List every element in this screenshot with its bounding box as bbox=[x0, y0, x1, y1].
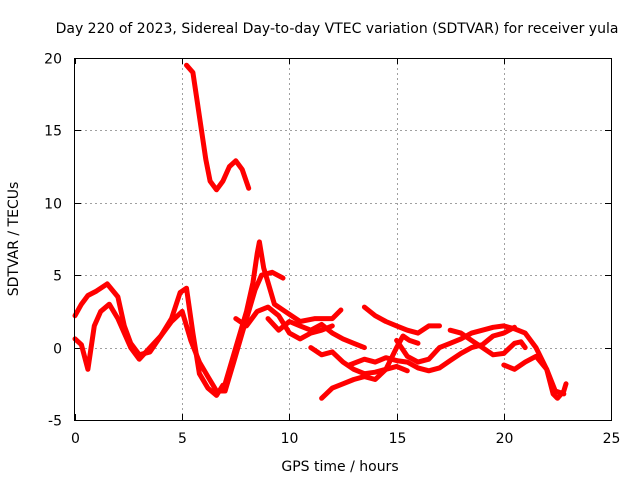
x-tick-label: 25 bbox=[603, 431, 621, 447]
data-series bbox=[72, 62, 569, 401]
series-trace-1 bbox=[184, 62, 252, 193]
x-tick-label: 15 bbox=[389, 431, 407, 447]
series-trace-11 bbox=[394, 323, 567, 397]
y-tick-label: 15 bbox=[44, 124, 62, 140]
series-trace-12 bbox=[447, 327, 528, 358]
x-axis-label: GPS time / hours bbox=[281, 459, 398, 475]
y-tick-labels: -5 0 5 10 15 20 bbox=[44, 52, 62, 430]
chart-title: Day 220 of 2023, Sidereal Day-to-day VTE… bbox=[56, 21, 619, 37]
y-tick-label: 10 bbox=[44, 197, 62, 213]
x-tick-label: 20 bbox=[496, 431, 514, 447]
y-tick-label: 20 bbox=[44, 52, 62, 68]
x-tick-labels: 0 5 10 15 20 25 bbox=[71, 431, 620, 447]
series-trace-13 bbox=[501, 353, 569, 401]
x-tick-label: 10 bbox=[281, 431, 299, 447]
series-trace-8 bbox=[319, 333, 421, 401]
y-tick-label: 0 bbox=[53, 342, 62, 358]
y-tick-label: 5 bbox=[53, 269, 62, 285]
y-tick-label: -5 bbox=[48, 414, 62, 430]
series-trace-6 bbox=[265, 316, 367, 351]
grid bbox=[75, 58, 611, 420]
series-trace-4 bbox=[222, 239, 344, 387]
x-tick-label: 0 bbox=[71, 431, 80, 447]
series-trace-2 bbox=[72, 281, 226, 398]
plot-frame bbox=[74, 58, 612, 421]
axis-ticks bbox=[75, 58, 612, 421]
series-trace-9 bbox=[361, 304, 442, 336]
x-tick-label: 5 bbox=[178, 431, 187, 447]
series-trace-10 bbox=[346, 324, 517, 374]
y-axis-label: SDTVAR / TECUs bbox=[6, 182, 22, 297]
series-trace-7 bbox=[308, 345, 410, 377]
